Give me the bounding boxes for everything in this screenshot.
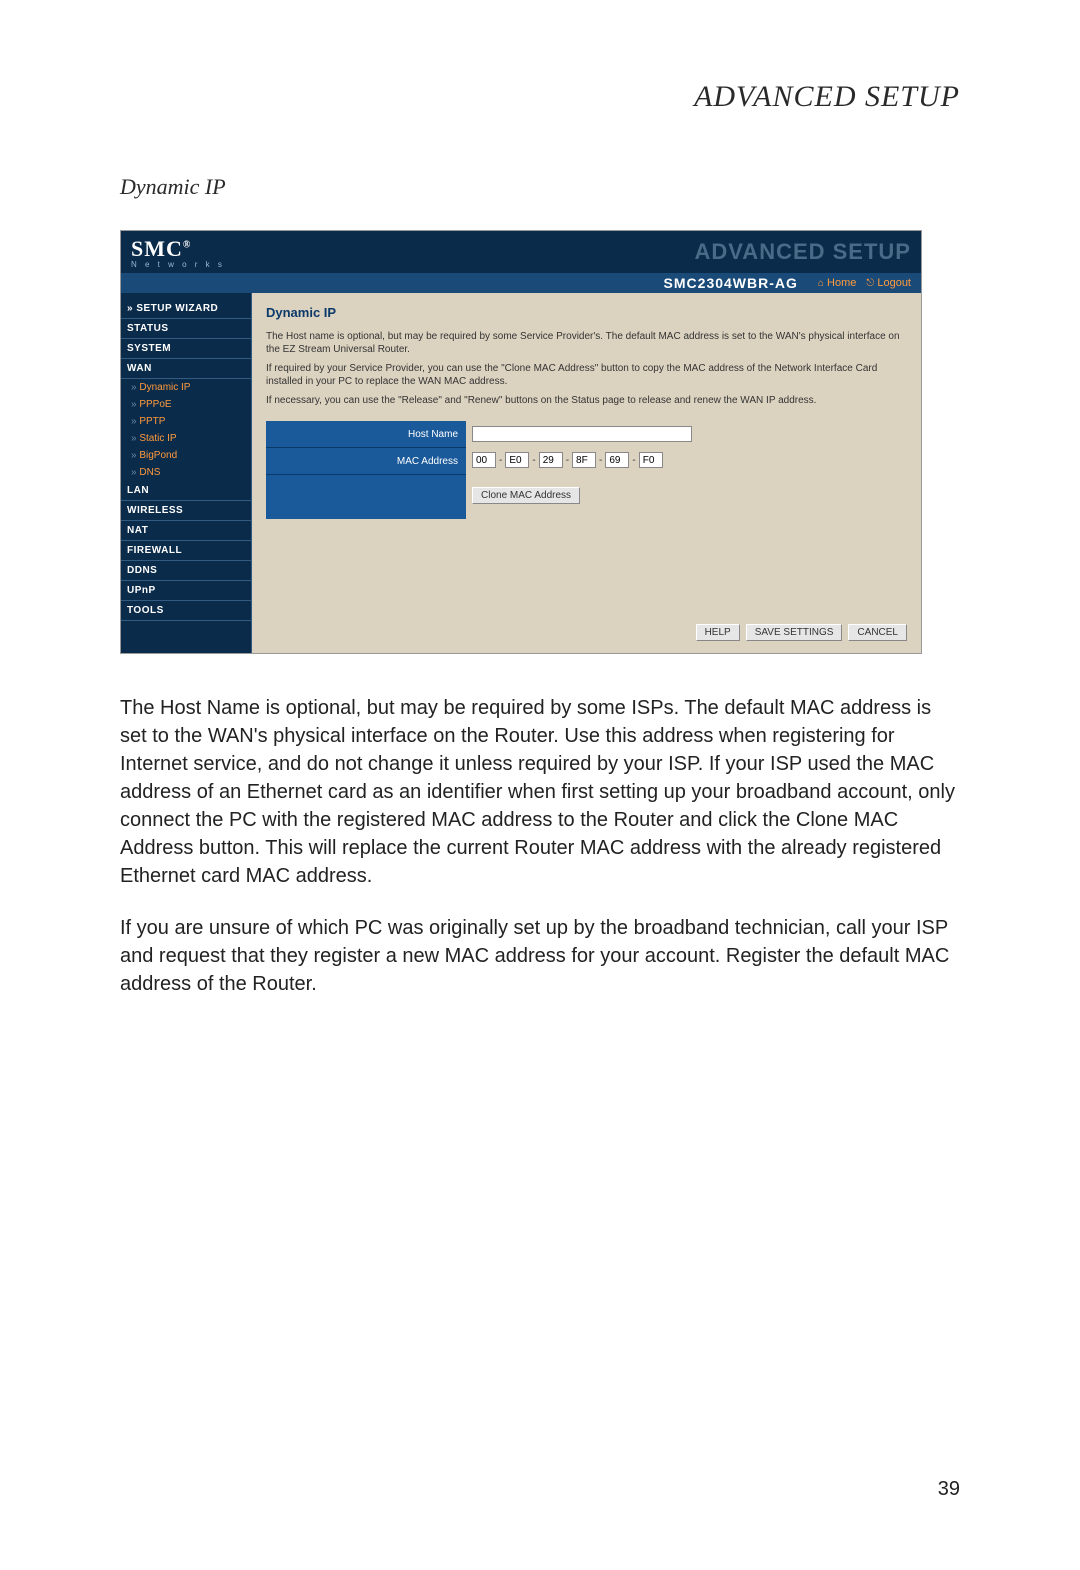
panel-title: Dynamic IP <box>266 305 907 320</box>
body-paragraph-1: The Host Name is optional, but may be re… <box>120 694 960 890</box>
host-name-input[interactable] <box>472 426 692 442</box>
host-name-label: Host Name <box>266 421 466 448</box>
sidebar-item-setup-wizard[interactable]: » SETUP WIZARD <box>121 299 251 319</box>
sidebar-item-pptp[interactable]: PPTP <box>121 413 251 430</box>
sidebar-item-pppoe[interactable]: PPPoE <box>121 396 251 413</box>
sidebar-item-nat[interactable]: NAT <box>121 521 251 541</box>
help-button[interactable]: HELP <box>696 624 740 641</box>
router-screenshot: SMC® N e t w o r k s ADVANCED SETUP SMC2… <box>120 230 922 654</box>
advanced-setup-title: ADVANCED SETUP <box>694 239 911 265</box>
brand-logo: SMC® <box>131 236 191 261</box>
sidebar-item-lan[interactable]: LAN <box>121 481 251 501</box>
main-panel: Dynamic IP The Host name is optional, bu… <box>252 293 921 653</box>
mac-input-3[interactable] <box>539 452 563 468</box>
home-link[interactable]: ⌂ Home <box>818 277 856 289</box>
panel-desc-3: If necessary, you can use the "Release" … <box>266 394 907 407</box>
logout-icon: ⎋ <box>866 278 874 289</box>
sidebar-item-wan[interactable]: WAN <box>121 359 251 379</box>
sidebar-item-static-ip[interactable]: Static IP <box>121 430 251 447</box>
mac-address-label: MAC Address <box>266 448 466 475</box>
sidebar-item-dns[interactable]: DNS <box>121 464 251 481</box>
mac-input-6[interactable] <box>639 452 663 468</box>
mac-input-2[interactable] <box>505 452 529 468</box>
sidebar-item-firewall[interactable]: FIREWALL <box>121 541 251 561</box>
brand-logo-sub: N e t w o r k s <box>131 260 225 269</box>
sidebar-item-system[interactable]: SYSTEM <box>121 339 251 359</box>
mac-input-5[interactable] <box>605 452 629 468</box>
logout-link[interactable]: ⎋ Logout <box>866 277 911 289</box>
model-label: SMC2304WBR-AG <box>664 275 798 291</box>
sidebar-item-dynamic-ip[interactable]: Dynamic IP <box>121 379 251 396</box>
cancel-button[interactable]: CANCEL <box>848 624 907 641</box>
sidebar-item-upnp[interactable]: UPnP <box>121 581 251 601</box>
sidebar-item-wireless[interactable]: WIRELESS <box>121 501 251 521</box>
page-number: 39 <box>120 1478 960 1501</box>
sidebar-item-tools[interactable]: TOOLS <box>121 601 251 621</box>
body-paragraph-2: If you are unsure of which PC was origin… <box>120 914 960 998</box>
save-settings-button[interactable]: SAVE SETTINGS <box>746 624 843 641</box>
panel-desc-2: If required by your Service Provider, yo… <box>266 362 907 388</box>
sidebar-item-bigpond[interactable]: BigPond <box>121 447 251 464</box>
mac-input-4[interactable] <box>572 452 596 468</box>
page-header: ADVANCED SETUP <box>120 80 960 114</box>
mac-input-1[interactable] <box>472 452 496 468</box>
sidebar-item-ddns[interactable]: DDNS <box>121 561 251 581</box>
sidebar-item-status[interactable]: STATUS <box>121 319 251 339</box>
panel-desc-1: The Host name is optional, but may be re… <box>266 330 907 356</box>
clone-mac-button[interactable]: Clone MAC Address <box>472 487 580 504</box>
section-title: Dynamic IP <box>120 174 960 200</box>
sidebar: » SETUP WIZARD STATUS SYSTEM WAN Dynamic… <box>121 293 252 653</box>
home-icon: ⌂ <box>818 278 824 289</box>
